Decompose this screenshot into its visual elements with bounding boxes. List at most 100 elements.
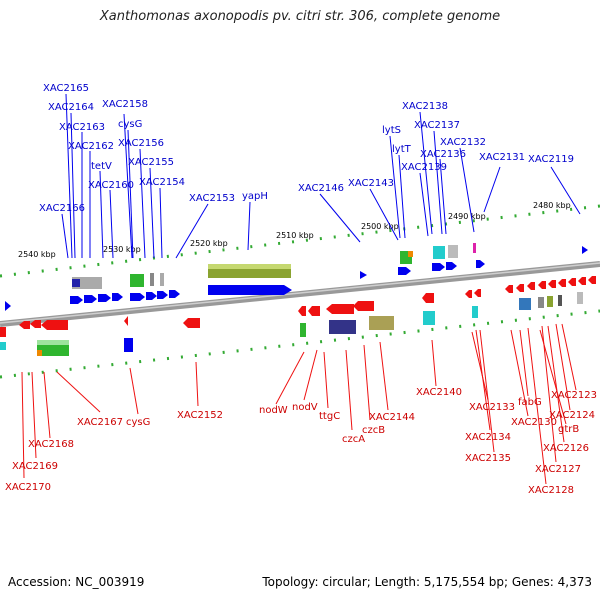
- scale-label: 2520 kbp: [190, 239, 228, 248]
- reverse-gene[interactable]: [353, 301, 374, 311]
- gene-label[interactable]: XAC2166: [39, 203, 85, 214]
- reverse-gene[interactable]: [548, 280, 556, 288]
- gene-label[interactable]: XAC2168: [28, 439, 74, 450]
- gene-label[interactable]: XAC2132: [440, 137, 486, 148]
- reverse-gene[interactable]: [568, 278, 576, 286]
- gene-label[interactable]: lytT: [392, 144, 412, 155]
- gene-label[interactable]: XAC2153: [189, 193, 235, 204]
- reverse-gene[interactable]: [588, 276, 596, 284]
- feature-block: [448, 245, 458, 258]
- forward-gene[interactable]: [84, 295, 97, 303]
- forward-gene[interactable]: [169, 290, 180, 298]
- reverse-gene[interactable]: [0, 327, 6, 337]
- reverse-gene[interactable]: [527, 282, 535, 290]
- gene-label[interactable]: XAC2160: [88, 180, 134, 191]
- gene-label[interactable]: XAC2156: [118, 138, 164, 149]
- reverse-gene[interactable]: [326, 304, 354, 314]
- gene-label[interactable]: XAC2130: [511, 417, 557, 428]
- gene-label[interactable]: XAC2127: [535, 464, 581, 475]
- gene-label[interactable]: XAC2163: [59, 122, 105, 133]
- gene-label[interactable]: cysG: [118, 119, 142, 130]
- gene-label[interactable]: XAC2165: [43, 83, 89, 94]
- forward-gene[interactable]: [582, 246, 588, 254]
- forward-gene[interactable]: [446, 262, 457, 270]
- reverse-gene[interactable]: [422, 293, 434, 303]
- feature-block: [130, 274, 144, 287]
- reverse-gene[interactable]: [505, 285, 513, 293]
- forward-gene[interactable]: [5, 301, 11, 311]
- gene-label[interactable]: XAC2167: [77, 417, 123, 428]
- forward-gene[interactable]: [146, 292, 157, 300]
- gene-label[interactable]: XAC2135: [465, 453, 511, 464]
- gene-label[interactable]: XAC2137: [414, 120, 460, 131]
- forward-gene[interactable]: [157, 291, 168, 299]
- gene-label[interactable]: XAC2155: [128, 157, 174, 168]
- reverse-gene[interactable]: [474, 289, 481, 297]
- forward-gene[interactable]: [360, 271, 367, 279]
- gene-label[interactable]: XAC2164: [48, 102, 94, 113]
- forward-gene[interactable]: [112, 293, 123, 301]
- reverse-gene[interactable]: [465, 290, 472, 298]
- gene-label[interactable]: nodV: [292, 402, 318, 413]
- feature-block: [37, 350, 42, 356]
- reverse-gene[interactable]: [41, 320, 68, 330]
- feature-block: [547, 296, 553, 307]
- gene-label[interactable]: XAC2126: [543, 443, 589, 454]
- gene-label[interactable]: cysG: [126, 417, 150, 428]
- forward-gene[interactable]: [130, 293, 145, 301]
- reverse-gene[interactable]: [578, 277, 586, 285]
- reverse-gene[interactable]: [183, 318, 200, 328]
- gene-label[interactable]: XAC2144: [369, 412, 415, 423]
- feature-block: [37, 340, 69, 345]
- reverse-gene[interactable]: [558, 279, 566, 287]
- gene-label[interactable]: XAC2131: [479, 152, 525, 163]
- gene-label[interactable]: tetV: [91, 161, 112, 172]
- feature-block: [72, 279, 80, 287]
- feature-block: [150, 273, 154, 286]
- gene-label[interactable]: XAC2169: [12, 461, 58, 472]
- gene-label[interactable]: czcB: [362, 425, 385, 436]
- forward-gene[interactable]: [98, 294, 111, 302]
- reverse-gene[interactable]: [298, 306, 306, 316]
- reverse-gene[interactable]: [516, 284, 524, 292]
- reverse-gene[interactable]: [19, 321, 30, 329]
- gene-label[interactable]: XAC2133: [469, 402, 515, 413]
- gene-label[interactable]: XAC2124: [549, 410, 595, 421]
- gene-label[interactable]: XAC2154: [139, 177, 185, 188]
- gene-label[interactable]: fabG: [518, 397, 542, 408]
- gene-label[interactable]: XAC2128: [528, 485, 574, 496]
- forward-gene[interactable]: [432, 263, 445, 271]
- feature-block: [472, 306, 478, 318]
- reverse-gene[interactable]: [538, 281, 546, 289]
- gene-label[interactable]: XAC2139: [401, 162, 447, 173]
- gene-label[interactable]: yapH: [242, 191, 268, 202]
- gene-label[interactable]: ttgC: [319, 411, 340, 422]
- gene-label[interactable]: nodW: [259, 405, 288, 416]
- forward-gene[interactable]: [476, 260, 485, 268]
- forward-gene[interactable]: [208, 285, 292, 295]
- feature-block: [558, 295, 562, 306]
- gene-label[interactable]: XAC2138: [402, 101, 448, 112]
- gene-label[interactable]: XAC2162: [68, 141, 114, 152]
- gene-label[interactable]: gtrB: [558, 424, 579, 435]
- gene-label[interactable]: XAC2134: [465, 432, 511, 443]
- reverse-gene[interactable]: [124, 316, 128, 326]
- gene-label[interactable]: XAC2119: [528, 154, 574, 165]
- gene-label[interactable]: XAC2140: [416, 387, 462, 398]
- gene-label[interactable]: czcA: [342, 434, 365, 445]
- gene-label[interactable]: XAC2136: [420, 149, 466, 160]
- forward-gene[interactable]: [70, 296, 83, 304]
- reverse-gene[interactable]: [30, 320, 41, 328]
- reverse-gene[interactable]: [308, 306, 320, 316]
- gene-label[interactable]: XAC2170: [5, 482, 51, 493]
- forward-gene[interactable]: [398, 267, 411, 275]
- gene-label[interactable]: XAC2123: [551, 390, 597, 401]
- gene-label[interactable]: XAC2152: [177, 410, 223, 421]
- genome-summary-text: Topology: circular; Length: 5,175,554 bp…: [262, 575, 592, 589]
- gene-label[interactable]: XAC2143: [348, 178, 394, 189]
- reverse-gene-labels: XAC2167 XAC2168 XAC2169 XAC2170 cysG XAC…: [5, 387, 597, 496]
- scale-label: 2500 kbp: [361, 222, 399, 231]
- gene-label[interactable]: XAC2146: [298, 183, 344, 194]
- gene-label[interactable]: lytS: [382, 125, 401, 136]
- gene-label[interactable]: XAC2158: [102, 99, 148, 110]
